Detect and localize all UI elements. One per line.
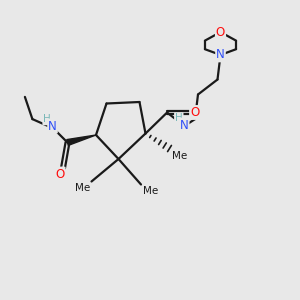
Text: Me: Me xyxy=(142,186,158,196)
Text: N: N xyxy=(48,119,57,133)
Text: N: N xyxy=(216,48,225,62)
Text: N: N xyxy=(180,118,189,132)
Text: H: H xyxy=(43,114,51,124)
Text: H: H xyxy=(175,113,183,123)
Text: O: O xyxy=(216,26,225,39)
Polygon shape xyxy=(67,135,96,146)
Text: O: O xyxy=(56,167,64,181)
Text: O: O xyxy=(190,106,199,119)
Text: Me: Me xyxy=(172,151,187,161)
Text: Me: Me xyxy=(75,183,90,193)
